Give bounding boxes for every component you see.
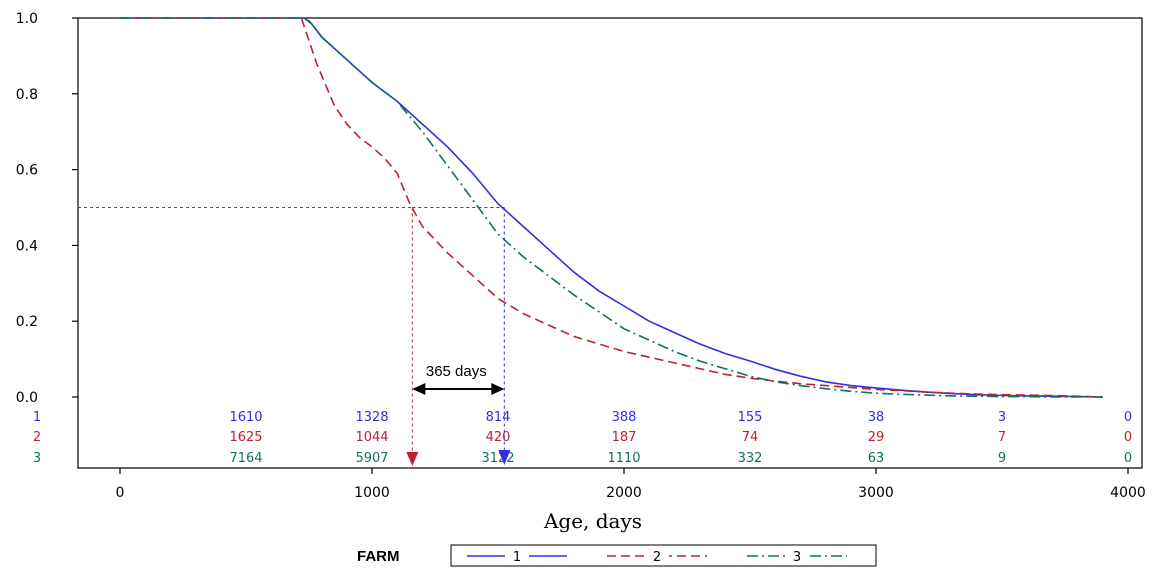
series-lines (120, 17, 1103, 398)
risk-value-3-2: 3122 (481, 451, 514, 466)
legend-label-1: 1 (513, 550, 521, 565)
risk-value-2-7: 0 (1124, 430, 1132, 445)
interval-arrow-left (412, 383, 426, 395)
y-tick-label-4: 0.8 (16, 87, 38, 103)
risk-value-3-3: 1110 (607, 451, 640, 466)
risk-value-2-3: 187 (612, 430, 637, 445)
risk-value-1-6: 3 (998, 410, 1006, 425)
axes: 0.00.20.40.60.81.00 1000 2000 3000 4000 (16, 11, 1146, 501)
risk-value-1-7: 0 (1124, 410, 1132, 425)
x-tick-label-2: 2000 (606, 485, 642, 501)
median-annotations: 365 days (78, 207, 511, 466)
risk-value-1-3: 388 (612, 410, 637, 425)
risk-value-3-0: 7164 (229, 451, 262, 466)
legend-label-bg-1 (505, 548, 529, 563)
risk-value-2-4: 74 (742, 430, 759, 445)
y-tick-label-2: 0.4 (16, 238, 38, 254)
risk-value-1-1: 1328 (355, 410, 388, 425)
risk-value-2-0: 1625 (229, 430, 262, 445)
risk-value-1-5: 38 (868, 410, 885, 425)
risk-value-3-5: 63 (868, 451, 885, 466)
legend-label-2: 2 (653, 550, 661, 565)
risk-value-2-6: 7 (998, 430, 1006, 445)
x-axis-label: Age, days (543, 509, 642, 533)
y-tick-label-1: 0.2 (16, 314, 38, 330)
risk-value-3-7: 0 (1124, 451, 1132, 466)
interval-arrow-right (491, 383, 505, 395)
risk-row-label-1: 1 (33, 410, 41, 425)
risk-value-1-4: 155 (738, 410, 763, 425)
y-tick-label-5: 1.0 (16, 11, 38, 27)
legend-label-bg-2 (645, 548, 669, 563)
risk-value-2-2: 420 (486, 430, 511, 445)
series-line-farm-3 (120, 17, 1103, 398)
legend-title: FARM (357, 548, 400, 565)
y-tick-label-0: 0.0 (16, 390, 38, 406)
number-at-risk-table: 1 1610 1328 814 388 155 38 3 0 2 1625 1044 420 187 74 2… (33, 410, 1132, 466)
legend-box (450, 544, 877, 567)
plot-frame (77, 17, 1143, 469)
legend-label-bg-3 (785, 548, 809, 563)
risk-value-3-1: 5907 (355, 451, 388, 466)
risk-value-3-4: 332 (738, 451, 763, 466)
legend: FARM 1 2 3 (357, 544, 877, 567)
risk-row-label-3: 3 (33, 451, 41, 466)
median-arrow-farm-1 (498, 450, 511, 465)
y-tick-label-3: 0.6 (16, 163, 38, 179)
x-tick-label-4: 4000 (1110, 485, 1146, 501)
risk-value-3-6: 9 (998, 451, 1006, 466)
risk-value-2-5: 29 (868, 430, 885, 445)
risk-row-label-2: 2 (33, 430, 41, 445)
legend-label-3: 3 (793, 550, 801, 565)
x-tick-label-1: 1000 (354, 485, 390, 501)
interval-label: 365 days (426, 363, 487, 380)
x-tick-label-3: 3000 (858, 485, 894, 501)
series-line-farm-2 (120, 17, 1103, 398)
risk-value-2-1: 1044 (355, 430, 388, 445)
median-arrow-farm-2 (406, 452, 419, 466)
risk-value-1-2: 814 (486, 410, 511, 425)
series-line-farm-1 (120, 17, 1103, 398)
x-tick-label-0: 0 (116, 485, 125, 501)
risk-value-1-0: 1610 (229, 410, 262, 425)
